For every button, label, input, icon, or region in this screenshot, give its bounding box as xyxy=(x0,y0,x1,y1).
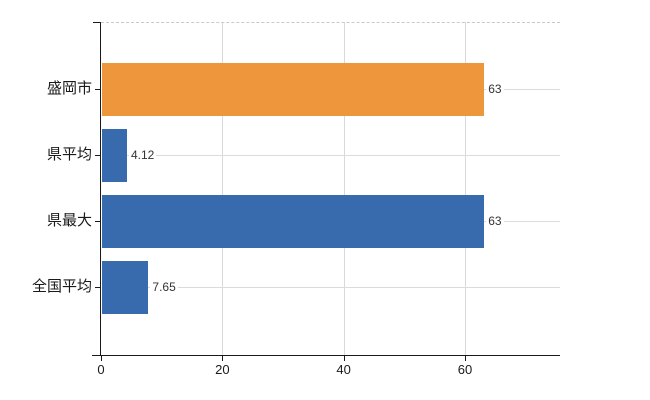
x-tick-label: 60 xyxy=(457,362,473,377)
y-axis-tick xyxy=(95,221,101,222)
x-tick-label: 20 xyxy=(215,362,230,377)
category-label: 盛岡市 xyxy=(46,80,92,97)
x-tick-label: 0 xyxy=(97,362,105,377)
bar xyxy=(102,62,485,116)
gridline-horizontal xyxy=(102,287,560,288)
gridline-vertical xyxy=(222,22,224,355)
x-axis-tick xyxy=(464,356,466,361)
plot-top-border xyxy=(101,22,560,23)
bar-value-label: 63 xyxy=(486,213,504,229)
category-label: 県最大 xyxy=(46,212,92,229)
y-axis-tick xyxy=(95,287,101,288)
gridline-horizontal xyxy=(102,155,560,156)
bar-value-label: 7.65 xyxy=(150,279,178,295)
bar xyxy=(102,194,485,248)
x-axis-tick xyxy=(343,356,345,361)
x-axis-tick xyxy=(222,356,224,361)
y-axis-tick xyxy=(95,89,101,90)
bar xyxy=(102,260,149,314)
x-tick-label: 40 xyxy=(336,362,351,377)
gridline-vertical xyxy=(343,22,345,355)
category-label: 県平均 xyxy=(46,146,92,163)
bar-value-label: 63 xyxy=(486,81,504,97)
y-axis-top-tick xyxy=(93,22,101,23)
x-axis xyxy=(92,355,560,357)
gridline-vertical xyxy=(464,22,466,355)
x-axis-tick xyxy=(101,356,102,361)
y-axis-tick xyxy=(95,155,101,156)
bar-value-label: 4.12 xyxy=(128,147,157,163)
bar xyxy=(102,128,127,182)
y-axis xyxy=(100,22,102,355)
category-label: 全国平均 xyxy=(31,278,92,295)
